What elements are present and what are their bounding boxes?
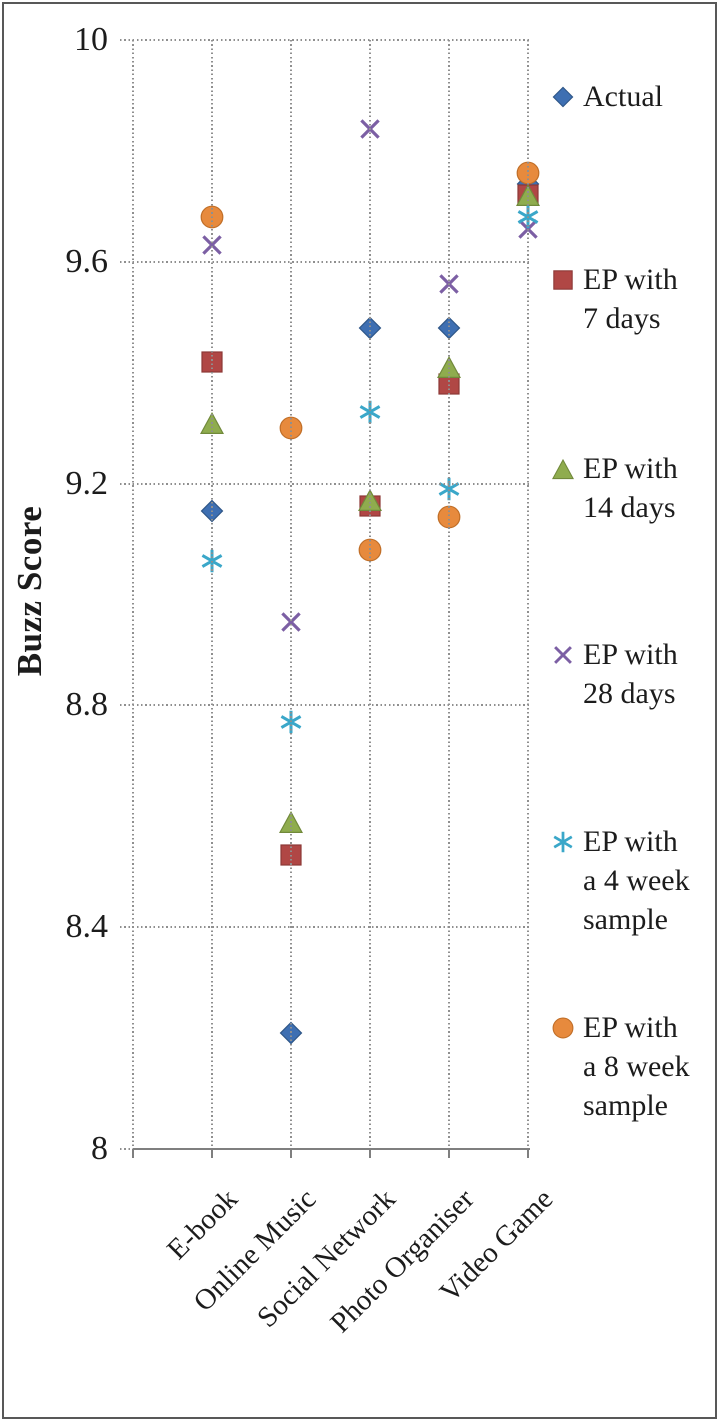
v-gridline <box>369 40 371 1149</box>
legend-label: EP with 14 days <box>583 452 678 524</box>
legend-marker <box>552 644 574 666</box>
legend-item: EP with a 4 week sample <box>552 822 690 939</box>
triangle-marker-icon <box>551 458 575 480</box>
legend-item: EP with a 8 week sample <box>552 1008 690 1125</box>
v-gridline <box>290 40 292 1149</box>
x-axis-tick <box>290 1149 292 1158</box>
diamond-marker-icon <box>552 86 574 108</box>
h-gridline <box>120 704 529 707</box>
v-gridline <box>448 40 450 1149</box>
v-gridline <box>211 40 213 1149</box>
x-axis-tick <box>369 1149 371 1158</box>
circle-marker-icon <box>552 1017 574 1039</box>
y-tick-label: 8.4 <box>65 908 109 946</box>
legend-label: EP with 7 days <box>583 263 678 335</box>
v-gridline <box>132 40 134 1149</box>
legend-marker <box>552 831 574 853</box>
h-gridline <box>120 39 529 41</box>
square-marker-icon <box>553 270 573 290</box>
x-axis-tick <box>448 1149 450 1158</box>
y-axis-tick <box>120 1148 133 1150</box>
x-axis-line <box>133 1148 530 1150</box>
legend-item: EP with 7 days <box>552 260 678 338</box>
legend-item: EP with 14 days <box>551 449 678 527</box>
legend-marker <box>552 1017 574 1039</box>
legend-item: Actual <box>552 77 663 116</box>
y-axis-title: Buzz Score <box>10 505 49 677</box>
y-tick-label: 8 <box>91 1130 108 1167</box>
legend-marker <box>552 86 574 108</box>
legend-label: EP with 28 days <box>583 638 678 710</box>
x-axis-tick <box>211 1149 213 1158</box>
legend-marker <box>552 269 574 291</box>
y-tick-label: 8.8 <box>65 686 109 724</box>
x-axis-tick <box>527 1149 529 1158</box>
h-gridline <box>120 260 529 263</box>
h-gridline <box>120 482 529 485</box>
legend-label: Actual <box>583 80 663 113</box>
legend: Actual EP with 7 days EP with 14 days EP wi… <box>551 0 717 1421</box>
legend-marker <box>551 458 575 480</box>
x-axis-tick <box>132 1149 134 1158</box>
y-tick-label: 9.6 <box>65 242 109 280</box>
y-tick-label: 10 <box>74 21 108 58</box>
legend-label: EP with a 4 week sample <box>583 825 690 936</box>
y-tick-label: 9.2 <box>65 464 109 502</box>
legend-label: EP with a 8 week sample <box>583 1011 690 1122</box>
h-gridline <box>120 926 529 929</box>
x-marker-icon <box>554 646 572 664</box>
x-category-label: Social Network <box>250 1183 402 1334</box>
v-gridline <box>527 40 529 1149</box>
asterisk-marker-icon <box>553 831 573 853</box>
plot-area <box>133 40 540 1149</box>
legend-item: EP with 28 days <box>552 635 678 713</box>
